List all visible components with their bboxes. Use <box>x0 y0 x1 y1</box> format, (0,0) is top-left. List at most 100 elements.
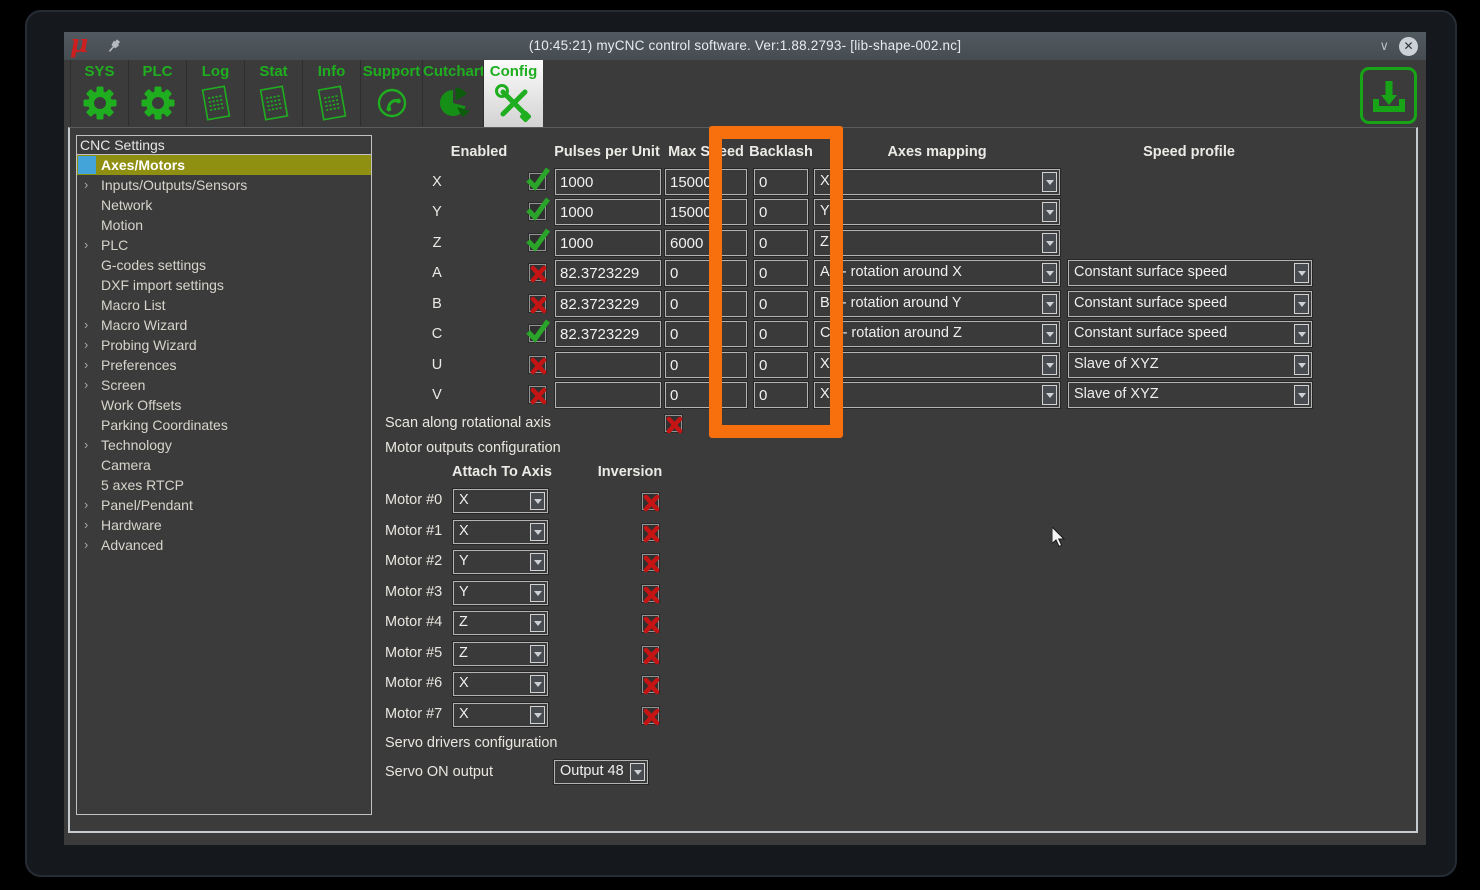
chevron-down-icon[interactable] <box>1042 172 1057 192</box>
save-config-button[interactable] <box>1360 67 1417 124</box>
backlash-input[interactable] <box>754 321 808 347</box>
expand-arrow-icon[interactable]: › <box>84 517 89 532</box>
max-speed-input[interactable] <box>665 291 747 317</box>
sidebar-item-preferences[interactable]: › Preferences <box>84 357 177 373</box>
backlash-input[interactable] <box>754 352 808 378</box>
chevron-down-icon[interactable] <box>530 706 545 724</box>
backlash-input[interactable] <box>754 199 808 225</box>
shade-window-icon[interactable]: ∨ <box>1379 38 1389 53</box>
expand-arrow-icon[interactable]: › <box>84 437 89 452</box>
servo-on-output-select[interactable]: Output 48 <box>554 760 648 784</box>
motor-axis-select[interactable]: Y <box>453 581 548 605</box>
expand-arrow-icon[interactable]: › <box>84 177 89 192</box>
pulses-per-unit-input[interactable] <box>555 352 661 378</box>
max-speed-input[interactable] <box>665 199 747 225</box>
sidebar-item-hardware[interactable]: › Hardware <box>84 517 162 533</box>
pulses-per-unit-input[interactable] <box>555 321 661 347</box>
chevron-down-icon[interactable] <box>630 763 645 781</box>
backlash-input[interactable] <box>754 291 808 317</box>
chevron-down-icon[interactable] <box>1294 355 1309 375</box>
sidebar-item-probing-wizard[interactable]: › Probing Wizard <box>84 337 197 353</box>
sidebar-item-technology[interactable]: › Technology <box>84 437 172 453</box>
motor-axis-select[interactable]: Z <box>453 642 548 666</box>
axes-mapping-select[interactable]: Z <box>814 230 1060 256</box>
expand-arrow-icon[interactable]: › <box>84 497 89 512</box>
pulses-per-unit-input[interactable] <box>555 199 661 225</box>
chevron-down-icon[interactable] <box>1294 294 1309 314</box>
enabled-checkbox-z[interactable] <box>529 234 546 251</box>
speed-profile-select[interactable]: Slave of XYZ <box>1068 352 1312 378</box>
axes-mapping-select[interactable]: X <box>814 382 1060 408</box>
titlebar[interactable]: μ (10:45:21) myCNC control software. Ver… <box>64 29 1426 60</box>
expand-arrow-icon[interactable]: › <box>84 237 89 252</box>
inversion-checkbox[interactable] <box>642 615 659 632</box>
backlash-input[interactable] <box>754 382 808 408</box>
sidebar-item-macro-wizard[interactable]: › Macro Wizard <box>84 317 188 333</box>
sidebar-item-gcodes-settings[interactable]: G-codes settings <box>101 257 207 273</box>
chevron-down-icon[interactable] <box>1042 263 1057 283</box>
sidebar-item-5-axes-rtcp[interactable]: 5 axes RTCP <box>101 477 184 493</box>
enabled-checkbox-c[interactable] <box>529 325 546 342</box>
tab-config[interactable]: Config <box>483 60 543 127</box>
chevron-down-icon[interactable] <box>530 675 545 693</box>
tab-sys[interactable]: SYS <box>70 60 128 126</box>
enabled-checkbox-b[interactable] <box>529 295 546 312</box>
enabled-checkbox-a[interactable] <box>529 264 546 281</box>
chevron-down-icon[interactable] <box>530 492 545 510</box>
expand-arrow-icon[interactable]: › <box>84 377 89 392</box>
chevron-down-icon[interactable] <box>530 584 545 602</box>
expand-arrow-icon[interactable]: › <box>84 317 89 332</box>
motor-axis-select[interactable]: X <box>453 703 548 727</box>
axes-mapping-select[interactable]: A1 - rotation around X <box>814 260 1060 286</box>
sidebar-item-screen[interactable]: › Screen <box>84 377 146 393</box>
speed-profile-select[interactable]: Constant surface speed <box>1068 291 1312 317</box>
backlash-input[interactable] <box>754 260 808 286</box>
expand-arrow-icon[interactable]: › <box>84 537 89 552</box>
pulses-per-unit-input[interactable] <box>555 169 661 195</box>
backlash-input[interactable] <box>754 169 808 195</box>
sidebar-item-plc[interactable]: › PLC <box>84 237 129 253</box>
tab-info[interactable]: Info <box>302 60 360 126</box>
max-speed-input[interactable] <box>665 169 747 195</box>
tab-support[interactable]: Support <box>360 60 422 126</box>
motor-axis-select[interactable]: X <box>453 520 548 544</box>
inversion-checkbox[interactable] <box>642 676 659 693</box>
sidebar-item-advanced[interactable]: › Advanced <box>84 537 164 553</box>
pulses-per-unit-input[interactable] <box>555 382 661 408</box>
chevron-down-icon[interactable] <box>1042 355 1057 375</box>
motor-axis-select[interactable]: X <box>453 489 548 513</box>
pulses-per-unit-input[interactable] <box>555 291 661 317</box>
chevron-down-icon[interactable] <box>530 645 545 663</box>
inversion-checkbox[interactable] <box>642 646 659 663</box>
speed-profile-select[interactable]: Constant surface speed <box>1068 260 1312 286</box>
sidebar-item-parking-coordinates[interactable]: Parking Coordinates <box>101 417 228 433</box>
enabled-checkbox-y[interactable] <box>529 203 546 220</box>
sidebar-item-inputs-outputs-sensors[interactable]: › Inputs/Outputs/Sensors <box>84 177 248 193</box>
chevron-down-icon[interactable] <box>1042 324 1057 344</box>
pulses-per-unit-input[interactable] <box>555 230 661 256</box>
chevron-down-icon[interactable] <box>530 553 545 571</box>
tab-cutchart[interactable]: Cutchart <box>422 60 485 126</box>
backlash-input[interactable] <box>754 230 808 256</box>
tab-stat[interactable]: Stat <box>244 60 302 126</box>
sidebar-item-panel-pendant[interactable]: › Panel/Pendant <box>84 497 193 513</box>
sidebar-item-axes-motors[interactable]: Axes/Motors <box>77 155 371 175</box>
enabled-checkbox-v[interactable] <box>529 386 546 403</box>
chevron-down-icon[interactable] <box>1294 324 1309 344</box>
motor-axis-select[interactable]: X <box>453 672 548 696</box>
sidebar-item-camera[interactable]: Camera <box>101 457 151 473</box>
max-speed-input[interactable] <box>665 352 747 378</box>
sidebar-item-macro-list[interactable]: Macro List <box>101 297 166 313</box>
close-icon[interactable]: ✕ <box>1399 36 1418 56</box>
axes-mapping-select[interactable]: X <box>814 352 1060 378</box>
enabled-checkbox-x[interactable] <box>529 173 546 190</box>
enabled-checkbox-u[interactable] <box>529 356 546 373</box>
speed-profile-select[interactable]: Constant surface speed <box>1068 321 1312 347</box>
expand-arrow-icon[interactable]: › <box>84 357 89 372</box>
axes-mapping-select[interactable]: Y <box>814 199 1060 225</box>
sidebar-item-network[interactable]: Network <box>101 197 153 213</box>
chevron-down-icon[interactable] <box>530 523 545 541</box>
chevron-down-icon[interactable] <box>1042 202 1057 222</box>
sidebar-item-motion[interactable]: Motion <box>101 217 144 233</box>
chevron-down-icon[interactable] <box>1294 385 1309 405</box>
